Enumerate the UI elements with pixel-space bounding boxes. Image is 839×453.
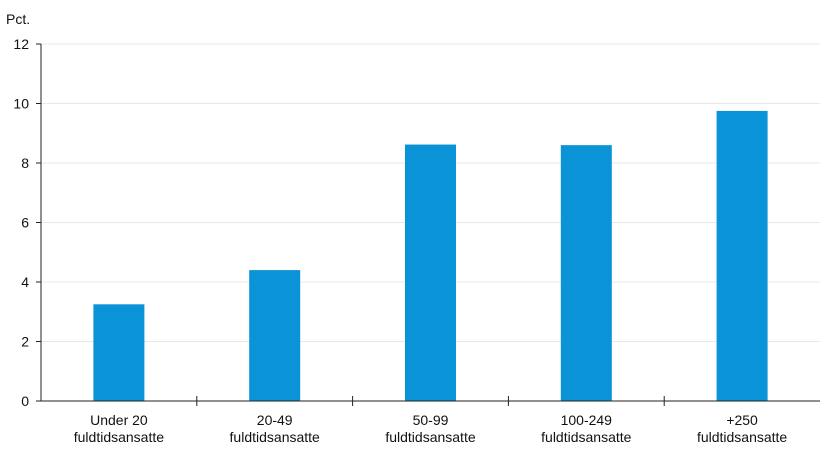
y-axis-label: Pct. [6, 11, 30, 27]
bar [560, 145, 612, 401]
x-tick-label: +250 fuldtidsansatte [697, 412, 787, 445]
bars [93, 110, 768, 401]
y-tick-label: 6 [21, 215, 29, 231]
x-tick-label: 50-99 fuldtidsansatte [385, 412, 475, 445]
bar [716, 110, 768, 401]
bar [93, 304, 145, 401]
y-tick-label: 8 [21, 155, 29, 171]
y-tick-label: 0 [21, 393, 29, 409]
x-axis-ticks: Under 20 fuldtidsansatte 20-49 fuldtidsansa… [74, 396, 787, 445]
bar [405, 144, 456, 401]
bar [249, 270, 301, 401]
x-tick-label: 100-249 fuldtidsansatte [541, 412, 631, 445]
y-tick-label: 12 [13, 36, 29, 52]
y-tick-label: 4 [21, 274, 29, 290]
x-tick-label: 20-49 fuldtidsansatte [230, 412, 320, 445]
y-axis-ticks: 0 2 4 6 8 10 12 [13, 36, 41, 409]
x-tick-label: Under 20 fuldtidsansatte [74, 412, 164, 445]
y-tick-label: 10 [13, 96, 29, 112]
y-tick-label: 2 [21, 334, 29, 350]
